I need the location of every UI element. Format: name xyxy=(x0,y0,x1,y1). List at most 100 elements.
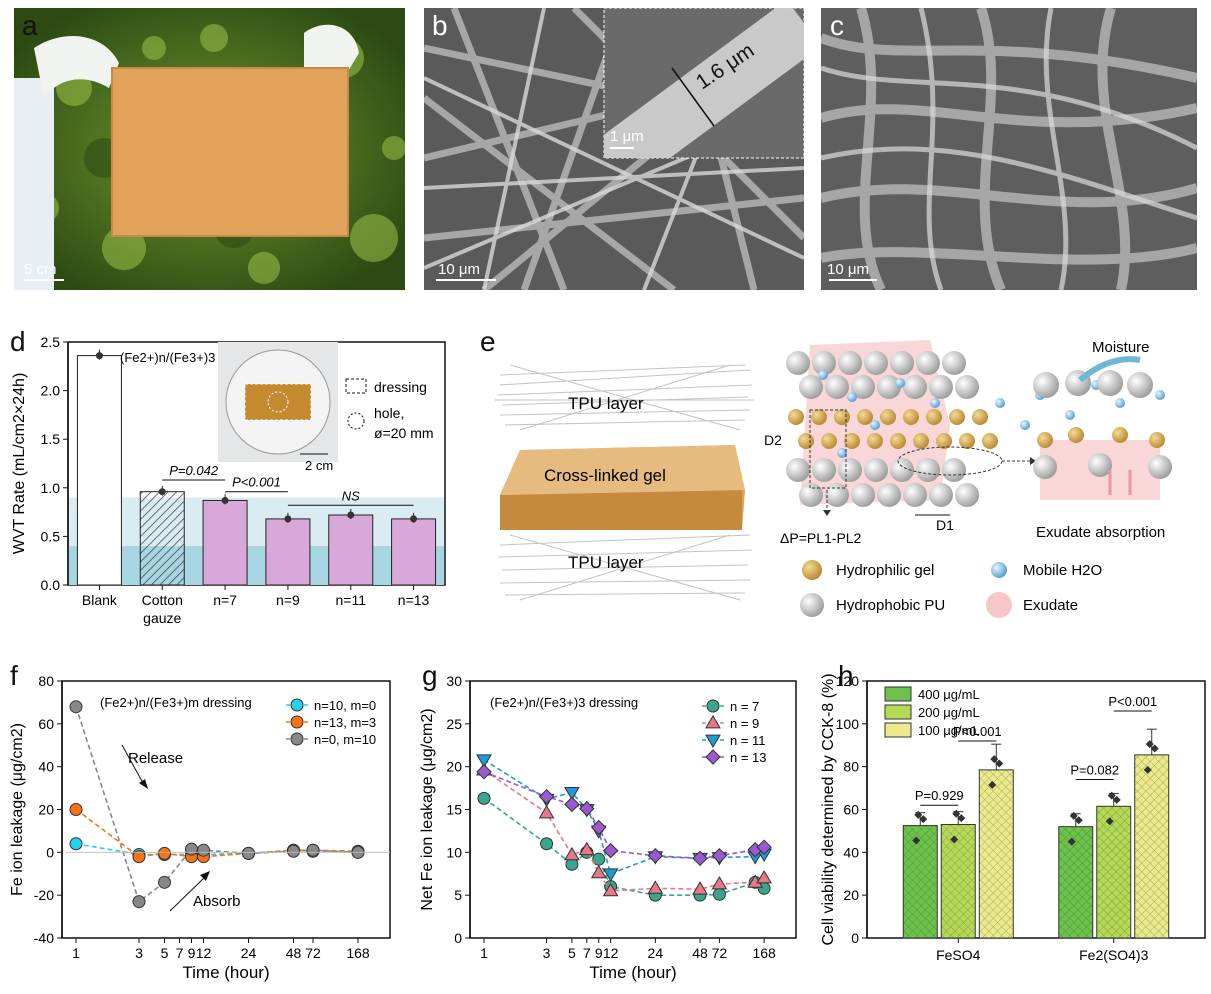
significance-label: P<0.001 xyxy=(953,724,1002,739)
scale-bar-b: 10 μm xyxy=(438,261,480,278)
significance-label: P=0.082 xyxy=(1070,763,1119,778)
legend-hydrophobic-pu: Hydrophobic PU xyxy=(836,597,945,614)
pu-sphere xyxy=(890,351,914,375)
legend-label: n=0, m=10 xyxy=(314,732,376,747)
data-point xyxy=(912,836,921,845)
y-tick-label: 15 xyxy=(446,802,462,818)
tpu-layer-bottom-graphic xyxy=(497,534,753,601)
gel-sphere xyxy=(959,433,975,449)
significance-label: P<0.001 xyxy=(1108,694,1157,709)
legend-swatch xyxy=(884,722,912,738)
schematic-e: TPU layer Cross-linked gel TPU layer D2 … xyxy=(495,339,1172,618)
y-tick-label: 80 xyxy=(843,759,859,775)
h2o-droplet xyxy=(818,370,828,380)
gel-sphere xyxy=(1068,427,1084,443)
x-tick-label: n=11 xyxy=(336,592,367,608)
y-tick-label: 5 xyxy=(454,887,462,903)
x-tick-label: gauze xyxy=(143,610,181,626)
pu-sphere xyxy=(929,375,953,399)
legend-hydrophilic-gel: Hydrophilic gel xyxy=(836,562,934,579)
x-tick-label: 9 xyxy=(188,945,196,961)
bar-hatch xyxy=(1096,806,1131,938)
bar xyxy=(76,355,122,586)
bar xyxy=(202,499,248,586)
inset-hole-outline xyxy=(267,391,289,413)
gel-sphere xyxy=(913,433,929,449)
bar xyxy=(265,518,311,586)
data-point xyxy=(197,843,210,857)
bar-hatch xyxy=(979,769,1014,938)
x-tick-label: 24 xyxy=(241,945,257,961)
x-tick-label: 1 xyxy=(72,945,80,961)
x-tick-label: 168 xyxy=(346,945,370,961)
legend-dressing-symbol xyxy=(345,378,367,394)
data-point xyxy=(158,846,171,860)
data-point xyxy=(1145,740,1154,749)
y-tick-label: 0 xyxy=(46,844,54,860)
x-tick-label: 12 xyxy=(196,945,212,961)
legend-label: n = 11 xyxy=(730,733,766,748)
photo-dressing-illustration: 5 cm xyxy=(14,8,405,290)
legend-label: n = 13 xyxy=(730,750,767,765)
gel-sphere xyxy=(936,433,952,449)
inset-scale-label: 2 cm xyxy=(305,458,333,473)
pu-sphere xyxy=(812,458,836,482)
data-point xyxy=(477,791,491,805)
panel-label-e: e xyxy=(480,326,496,357)
data-point xyxy=(95,352,103,360)
x-tick-label: 7 xyxy=(583,945,591,961)
x-tick-label: 3 xyxy=(543,945,551,961)
data-point xyxy=(692,881,708,895)
x-tick-label: 48 xyxy=(286,945,302,961)
pu-sphere xyxy=(825,375,849,399)
significance-label: P=0.042 xyxy=(169,463,219,478)
data-point xyxy=(952,809,961,818)
arrow-release xyxy=(121,744,144,784)
legend-marker xyxy=(290,732,304,746)
data-point xyxy=(914,810,923,819)
h2o-droplet xyxy=(895,378,905,388)
series-line xyxy=(483,759,765,875)
data-point xyxy=(1150,744,1159,753)
y-axis-label: Net Fe ion leakage (μg/cm2) xyxy=(419,708,436,910)
x-axis-label: Time (hour) xyxy=(182,963,269,982)
data-point xyxy=(185,842,198,856)
panel-label-g: g xyxy=(422,660,438,691)
legend-hole-symbol xyxy=(347,412,365,430)
pu-sphere xyxy=(903,375,927,399)
h2o-droplet xyxy=(870,420,880,430)
delta-p-label: ΔP=PL1-PL2 xyxy=(780,530,862,546)
annotation-release: Release xyxy=(128,750,183,767)
y-axis-label: WVT Rate (mL/cm2×24h) xyxy=(11,373,28,555)
data-point xyxy=(647,848,664,864)
y-tick-label: 2.0 xyxy=(41,383,61,399)
panel-label-c: c xyxy=(830,10,844,41)
h2o-droplet xyxy=(930,398,940,408)
data-point xyxy=(158,875,171,889)
pu-sphere xyxy=(1148,455,1172,479)
x-tick-label: 168 xyxy=(752,945,776,961)
x-tick-label: 1 xyxy=(480,945,488,961)
gel-sphere xyxy=(949,409,965,425)
legend-label: 200 μg/mL xyxy=(918,705,980,720)
y-tick-label: 0.0 xyxy=(41,577,61,593)
photo-dressing: 5 cm xyxy=(14,8,405,290)
legend-marker xyxy=(705,749,721,765)
gel-layer-label: Cross-linked gel xyxy=(544,466,666,485)
gel-sphere xyxy=(890,433,906,449)
data-point xyxy=(995,759,1004,768)
data-point xyxy=(540,837,554,851)
tpu-layer-top-graphic xyxy=(495,364,755,431)
x-tick-label: Blank xyxy=(82,592,118,608)
pu-sphere xyxy=(786,458,810,482)
h2o-droplet xyxy=(847,392,857,402)
data-point xyxy=(602,868,619,882)
panel-label-b: b xyxy=(432,10,448,41)
y-tick-label: 2.5 xyxy=(41,334,61,350)
legend-marker xyxy=(705,734,721,748)
x-tick-label: 7 xyxy=(176,945,184,961)
gel-sphere xyxy=(903,409,919,425)
y-tick-label: 20 xyxy=(38,802,54,818)
data-point xyxy=(306,843,320,857)
